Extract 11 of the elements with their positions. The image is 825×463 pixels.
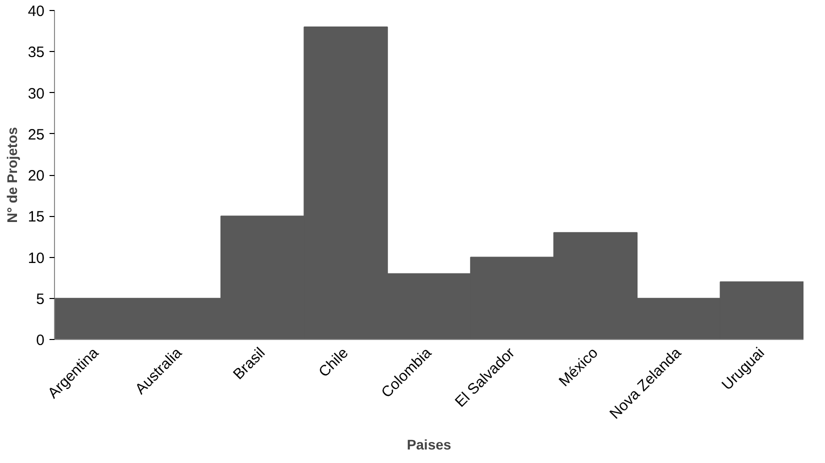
y-tick-label: 10 — [28, 250, 45, 267]
y-tick-label: 5 — [36, 290, 44, 308]
y-tick-label: 25 — [28, 126, 45, 144]
x-axis-title: Paises — [406, 436, 452, 453]
y-axis-title: N° de Projetos — [4, 126, 20, 223]
y-tick-label: 35 — [28, 44, 45, 62]
y-tick-label: 20 — [28, 168, 45, 184]
y-tick-label: 30 — [28, 85, 45, 102]
y-tick-label: 15 — [28, 208, 45, 226]
y-tick-label: 0 — [36, 332, 44, 349]
y-tick-label: 40 — [28, 3, 45, 20]
